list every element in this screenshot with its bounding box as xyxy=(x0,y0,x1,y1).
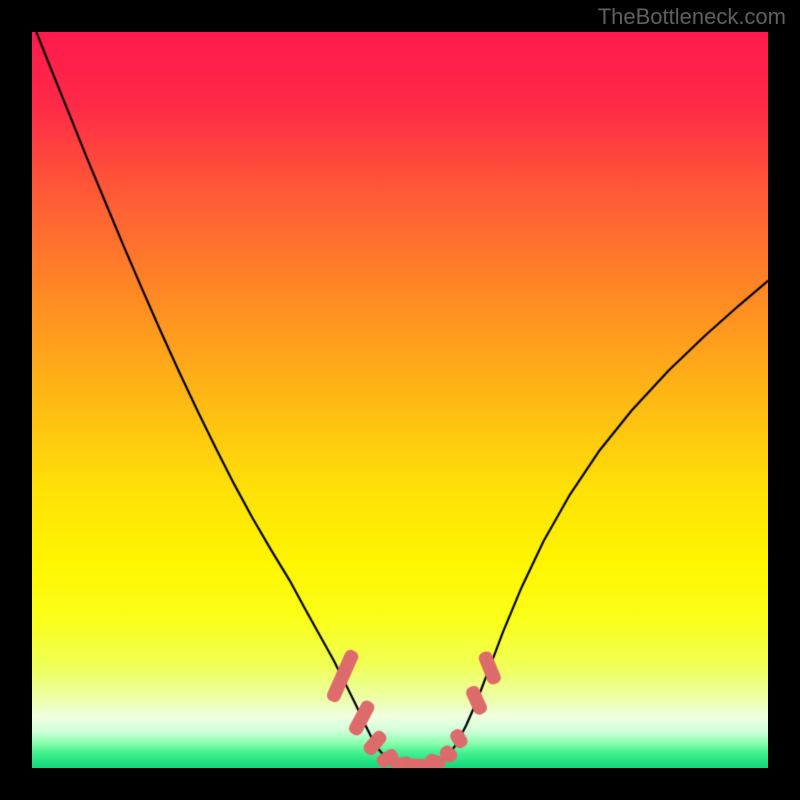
attribution-watermark: TheBottleneck.com xyxy=(598,4,786,30)
chart-stage: TheBottleneck.com xyxy=(0,0,800,800)
bottleneck-curve-canvas xyxy=(0,0,800,800)
